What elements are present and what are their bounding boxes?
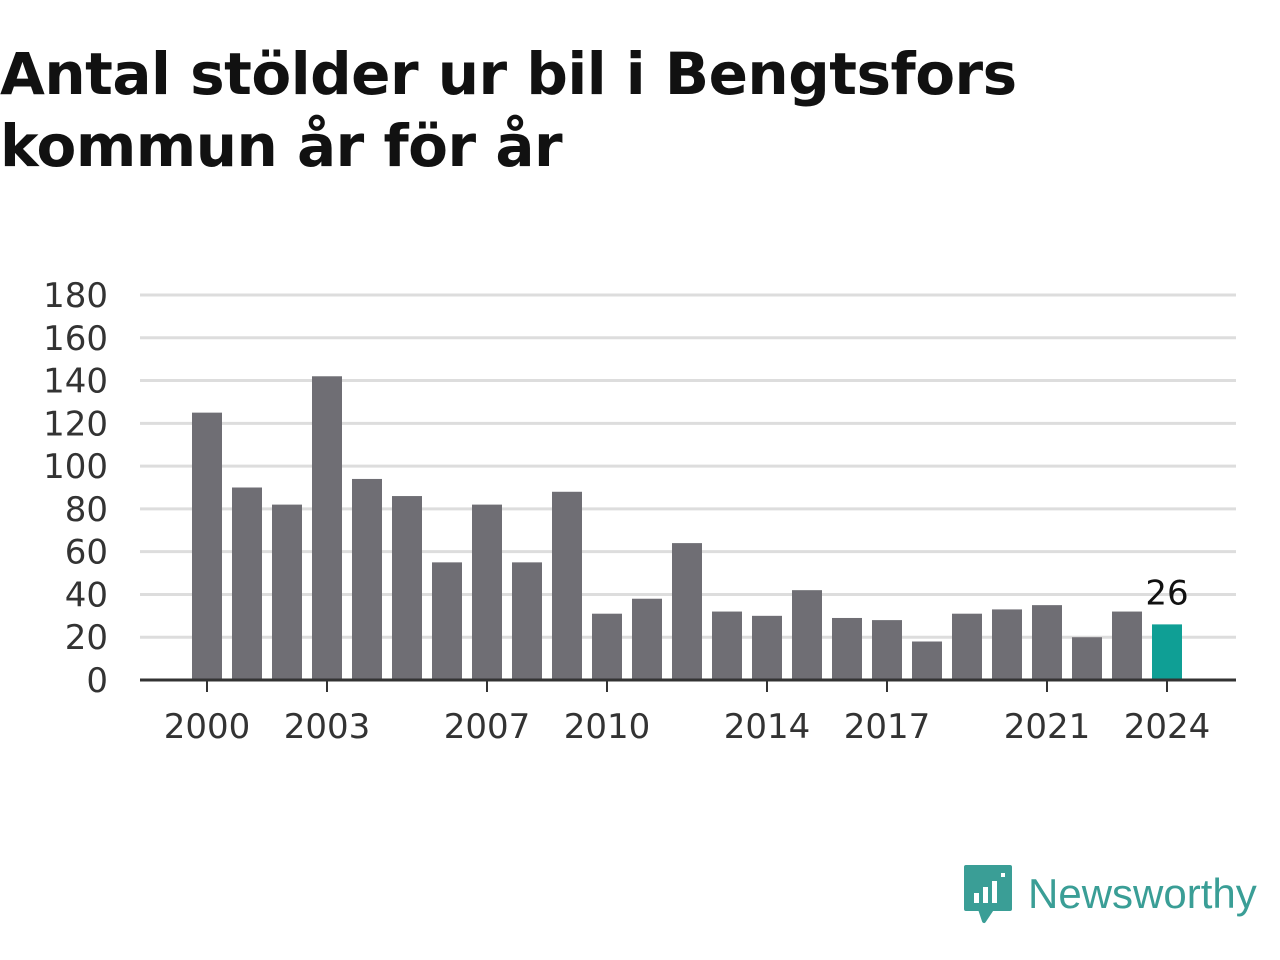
x-tick-label: 2000	[164, 707, 251, 747]
x-tick-label: 2003	[284, 707, 371, 747]
y-tick-label: 160	[43, 319, 108, 359]
chart-title: Antal stölder ur bil i Bengtsfors kommun…	[0, 38, 1100, 182]
bar-2011	[632, 598, 662, 680]
bar-2022	[1072, 637, 1102, 680]
y-tick-label: 0	[86, 661, 108, 701]
bar-2005	[392, 496, 422, 680]
y-tick-label: 80	[65, 490, 108, 530]
bar-2000	[192, 412, 222, 680]
x-tick-label: 2024	[1124, 707, 1211, 747]
bar-2016	[832, 617, 862, 680]
newsworthy-logo-icon	[964, 865, 1012, 923]
bar-2006	[432, 562, 462, 680]
bar-2015	[792, 590, 822, 680]
y-tick-label: 100	[43, 447, 108, 487]
brand-logo: Newsworthy	[962, 862, 1257, 926]
bar-2021	[1032, 605, 1062, 680]
bar-series	[192, 376, 1182, 680]
x-axis: 2000 2003 2007 2010 2014 2017 2021 2024	[140, 678, 1236, 747]
bar-2013	[712, 611, 742, 680]
x-tick-label: 2017	[844, 707, 931, 747]
bar-2010	[592, 613, 622, 680]
bar-2018	[912, 641, 942, 680]
chart-title-line-1: Antal stölder ur bil i Bengtsfors	[0, 40, 1017, 108]
y-tick-label: 20	[65, 618, 108, 658]
bar-2012	[672, 543, 702, 680]
bar-2023	[1112, 611, 1142, 680]
x-tick-label: 2021	[1004, 707, 1091, 747]
bar-2001	[232, 487, 262, 680]
x-tick-label: 2010	[564, 707, 651, 747]
y-tick-label: 60	[65, 533, 108, 573]
bar-2020	[992, 609, 1022, 680]
bar-2019	[952, 613, 982, 680]
y-tick-label: 40	[65, 575, 108, 615]
bar-2024	[1152, 624, 1182, 680]
brand-name: Newsworthy	[1028, 870, 1257, 917]
y-tick-label: 140	[43, 362, 108, 402]
bar-2002	[272, 504, 302, 680]
data-label-2024: 26	[1145, 573, 1188, 613]
y-tick-label: 120	[43, 404, 108, 444]
data-labels: 26	[1145, 573, 1188, 613]
bar-2017	[872, 620, 902, 680]
bar-2004	[352, 478, 382, 680]
bar-2003	[312, 376, 342, 680]
x-tick-label: 2014	[724, 707, 811, 747]
bar-2014	[752, 615, 782, 680]
bar-2007	[472, 504, 502, 680]
bar-2009	[552, 491, 582, 680]
y-tick-label: 180	[43, 276, 108, 316]
chart-title-line-2: kommun år för år	[0, 112, 563, 180]
x-tick-label: 2007	[444, 707, 531, 747]
bar-2008	[512, 562, 542, 680]
